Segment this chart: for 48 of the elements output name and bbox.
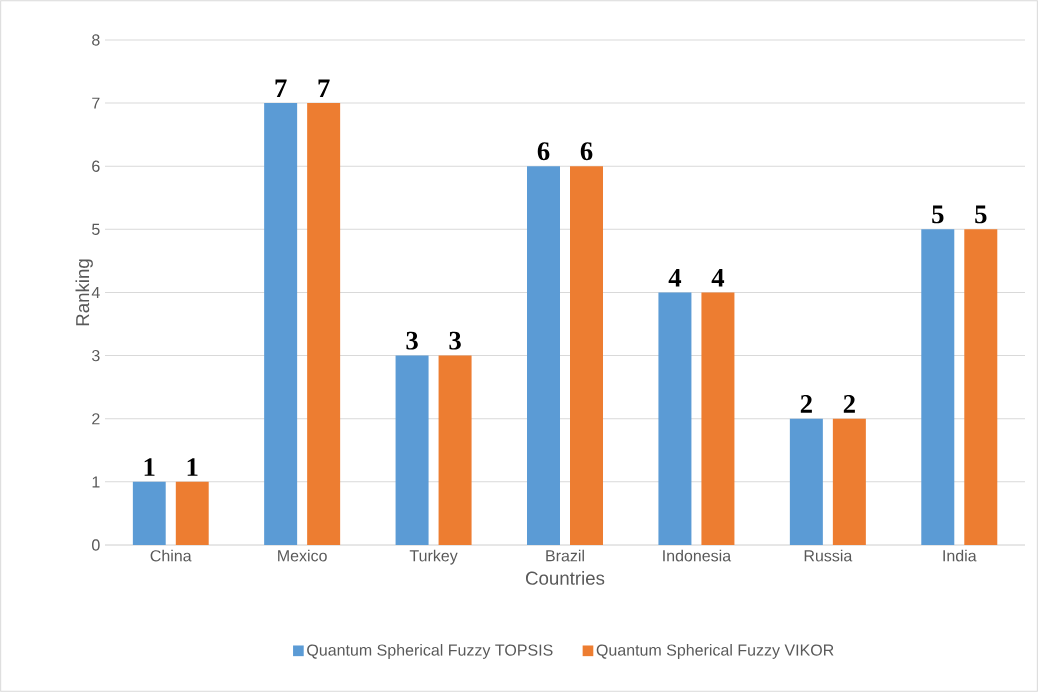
y-tick-label: 5	[92, 223, 100, 235]
bar	[921, 229, 955, 545]
bar	[264, 103, 298, 545]
data-label: 7	[275, 79, 287, 98]
data-label: 6	[537, 142, 550, 161]
y-tick-label: 6	[92, 160, 100, 172]
data-label: 3	[449, 331, 461, 350]
data-label: 1	[187, 458, 198, 476]
bar	[570, 166, 603, 545]
legend-label: Quantum Spherical Fuzzy VIKOR	[596, 644, 834, 659]
bar	[658, 292, 692, 545]
x-tick-label: Indonesia	[663, 549, 732, 562]
data-label: 5	[975, 205, 987, 224]
x-tick-label: China	[150, 549, 192, 562]
data-label: 7	[318, 79, 330, 98]
bar	[832, 418, 866, 545]
x-tick-label: Brazil	[546, 549, 584, 562]
x-tick-label: Mexico	[278, 549, 327, 562]
data-label: 3	[406, 331, 418, 350]
y-tick-label: 8	[92, 34, 100, 46]
y-axis-title: Ranking	[75, 259, 93, 326]
data-label: 2	[800, 395, 812, 413]
x-tick-label: Russia	[804, 549, 853, 562]
y-tick-label: 3	[92, 349, 100, 362]
bar	[527, 166, 560, 545]
data-label: 4	[668, 268, 682, 287]
y-tick-label: 2	[92, 413, 100, 425]
data-label: 6	[580, 142, 593, 161]
y-tick-label: 7	[92, 97, 100, 109]
bar	[701, 292, 735, 545]
legend-label: Quantum Spherical Fuzzy TOPSIS	[307, 644, 553, 659]
x-axis-title: Countries	[526, 571, 605, 585]
y-tick-label: 4	[91, 287, 100, 298]
x-tick-label: India	[943, 549, 977, 562]
bar	[175, 481, 209, 545]
y-tick-label: 1	[92, 476, 100, 488]
bar	[789, 418, 823, 545]
data-label: 4	[711, 268, 725, 287]
bar	[964, 229, 998, 545]
data-label: 2	[843, 395, 855, 413]
x-tick-label: Turkey	[409, 549, 458, 565]
bar	[307, 103, 341, 545]
data-label: 1	[144, 458, 155, 476]
bar	[395, 355, 429, 545]
y-tick-label: 0	[92, 539, 100, 551]
data-label: 5	[932, 205, 944, 224]
bar	[438, 355, 472, 545]
bar	[132, 481, 166, 545]
